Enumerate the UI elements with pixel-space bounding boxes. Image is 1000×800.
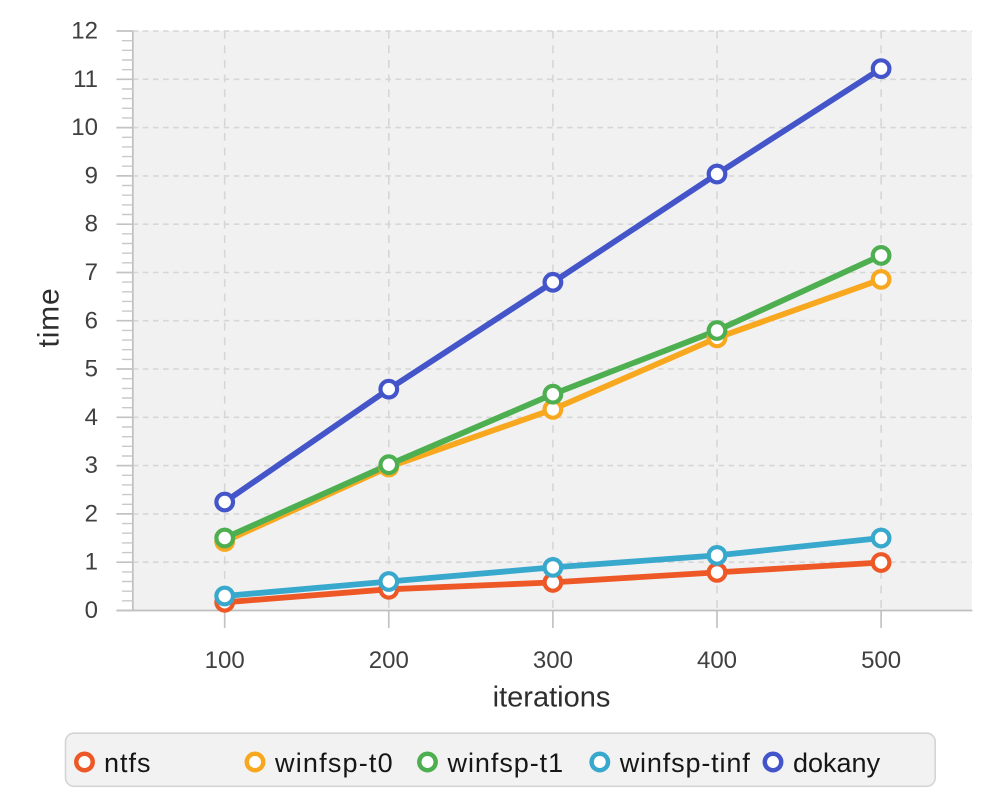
svg-text:dokany: dokany	[793, 748, 881, 778]
svg-text:300: 300	[533, 647, 573, 674]
svg-text:3: 3	[85, 452, 98, 479]
svg-text:1: 1	[85, 549, 98, 576]
svg-text:winfsp-tinf: winfsp-tinf	[619, 748, 751, 778]
svg-text:5: 5	[85, 356, 98, 383]
svg-text:11: 11	[73, 66, 98, 93]
svg-text:100: 100	[205, 647, 245, 674]
svg-text:10: 10	[71, 114, 98, 141]
svg-text:400: 400	[697, 647, 737, 674]
svg-text:8: 8	[85, 211, 98, 238]
svg-text:200: 200	[369, 647, 409, 674]
svg-text:0: 0	[85, 597, 98, 624]
svg-text:time: time	[33, 288, 66, 348]
svg-text:2: 2	[85, 500, 98, 527]
svg-text:4: 4	[85, 404, 98, 431]
svg-text:winfsp-t0: winfsp-t0	[274, 748, 394, 778]
svg-text:ntfs: ntfs	[104, 748, 152, 778]
svg-text:winfsp-t1: winfsp-t1	[447, 748, 565, 778]
svg-text:500: 500	[861, 647, 901, 674]
svg-text:12: 12	[71, 18, 98, 45]
svg-text:9: 9	[85, 162, 98, 189]
svg-text:iterations: iterations	[493, 682, 611, 714]
svg-text:7: 7	[85, 259, 98, 286]
svg-text:6: 6	[85, 307, 98, 334]
